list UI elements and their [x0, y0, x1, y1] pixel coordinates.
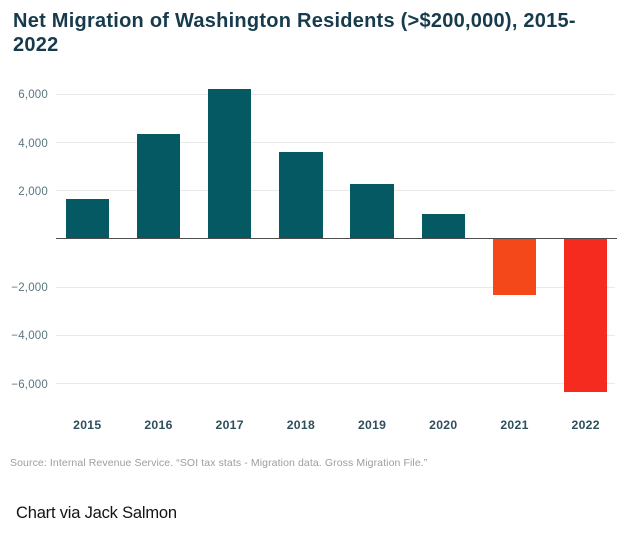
bar-2018 [279, 152, 323, 239]
y-axis-tick-label: 2,000 [18, 185, 48, 198]
x-axis-tick-label-2016: 2016 [144, 418, 173, 432]
gridline--2000 [56, 286, 615, 288]
x-axis-tick-label-2022: 2022 [571, 418, 600, 432]
y-axis-tick-label: 6,000 [18, 89, 48, 102]
x-axis-tick-label-2017: 2017 [215, 418, 244, 432]
y-axis-tick-label: −2,000 [11, 282, 48, 295]
chart-title: Net Migration of Washington Residents (>… [13, 10, 576, 56]
y-axis-tick-label: −4,000 [11, 330, 48, 343]
x-axis-tick-label-2021: 2021 [500, 418, 529, 432]
bar-2016 [136, 134, 181, 239]
x-axis-tick-label-2019: 2019 [357, 418, 387, 432]
bar-2017 [207, 89, 252, 239]
x-axis-zero-line [55, 238, 617, 240]
bar-2015 [65, 198, 110, 239]
bar-2020 [421, 214, 466, 239]
y-axis-tick-label: 4,000 [18, 137, 48, 150]
bar-2021 [492, 238, 537, 296]
source-note: Source: Internal Revenue Service. “SOI t… [10, 457, 428, 469]
y-axis-tick-label: −6,000 [11, 378, 48, 391]
gridline--4000 [56, 334, 615, 336]
x-axis-tick-label-2015: 2015 [73, 418, 102, 432]
bar-2022 [563, 238, 608, 393]
footer-credit: Chart via Jack Salmon [16, 504, 177, 522]
bar-2019 [350, 184, 394, 239]
gridline--6000 [56, 383, 615, 385]
gridline-6000 [56, 93, 615, 95]
x-axis-tick-label-2020: 2020 [429, 418, 458, 432]
gridline-4000 [56, 142, 615, 144]
x-axis-tick-label-2018: 2018 [286, 418, 316, 432]
gridline-2000 [56, 190, 615, 192]
